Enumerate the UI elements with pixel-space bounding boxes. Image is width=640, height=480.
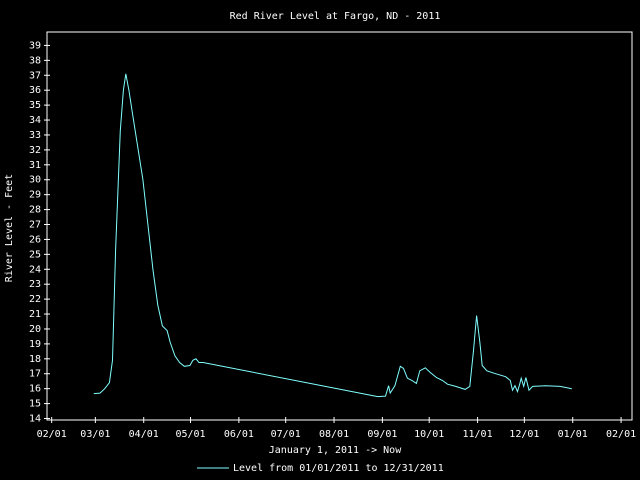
x-tick-label: 07/01 xyxy=(271,429,301,440)
x-tick-label: 06/01 xyxy=(224,429,254,440)
y-tick-label: 38 xyxy=(29,55,41,66)
y-tick-label: 29 xyxy=(29,190,41,201)
y-tick-label: 30 xyxy=(29,175,41,186)
x-axis-title: January 1, 2011 -> Now xyxy=(269,445,402,456)
y-tick-label: 35 xyxy=(29,100,41,111)
y-tick-label: 28 xyxy=(29,205,41,216)
x-tick-label: 12/01 xyxy=(509,429,539,440)
plot-frame xyxy=(46,31,633,421)
x-tick-label: 10/01 xyxy=(414,429,444,440)
y-tick-label: 21 xyxy=(29,309,41,320)
y-tick-label: 36 xyxy=(29,85,41,96)
y-tick-label: 27 xyxy=(29,220,41,231)
y-tick-label: 18 xyxy=(29,354,41,365)
x-tick-label: 05/01 xyxy=(175,429,205,440)
y-tick-label: 20 xyxy=(29,324,41,335)
y-tick-label: 31 xyxy=(29,160,41,171)
y-tick-label: 33 xyxy=(29,130,41,141)
y-tick-label: 17 xyxy=(29,369,41,380)
y-tick-label: 15 xyxy=(29,399,41,410)
y-tick-label: 16 xyxy=(29,384,41,395)
data-line xyxy=(93,73,572,398)
x-tick-label: 01/01 xyxy=(558,429,588,440)
legend-label: Level from 01/01/2011 to 12/31/2011 xyxy=(233,463,444,474)
y-tick-label: 23 xyxy=(29,279,41,290)
x-tick-label: 04/01 xyxy=(129,429,159,440)
x-tick-label: 03/01 xyxy=(80,429,110,440)
x-tick-label: 09/01 xyxy=(367,429,397,440)
chart-title: Red River Level at Fargo, ND - 2011 xyxy=(230,11,441,22)
x-tick-label: 02/01 xyxy=(37,429,67,440)
y-tick-label: 25 xyxy=(29,249,41,260)
x-tick-label: 02/01 xyxy=(606,429,636,440)
y-tick-label: 19 xyxy=(29,339,41,350)
x-tick-label: 11/01 xyxy=(463,429,493,440)
y-tick-label: 26 xyxy=(29,234,41,245)
y-tick-label: 24 xyxy=(29,264,41,275)
y-tick-label: 34 xyxy=(29,115,41,126)
y-tick-label: 22 xyxy=(29,294,41,305)
x-tick-label: 08/01 xyxy=(319,429,349,440)
y-tick-label: 37 xyxy=(29,70,41,81)
y-tick-label: 39 xyxy=(29,40,41,51)
y-tick-label: 32 xyxy=(29,145,41,156)
y-axis-title: River Level - Feet xyxy=(4,174,15,282)
y-tick-label: 14 xyxy=(29,414,41,425)
